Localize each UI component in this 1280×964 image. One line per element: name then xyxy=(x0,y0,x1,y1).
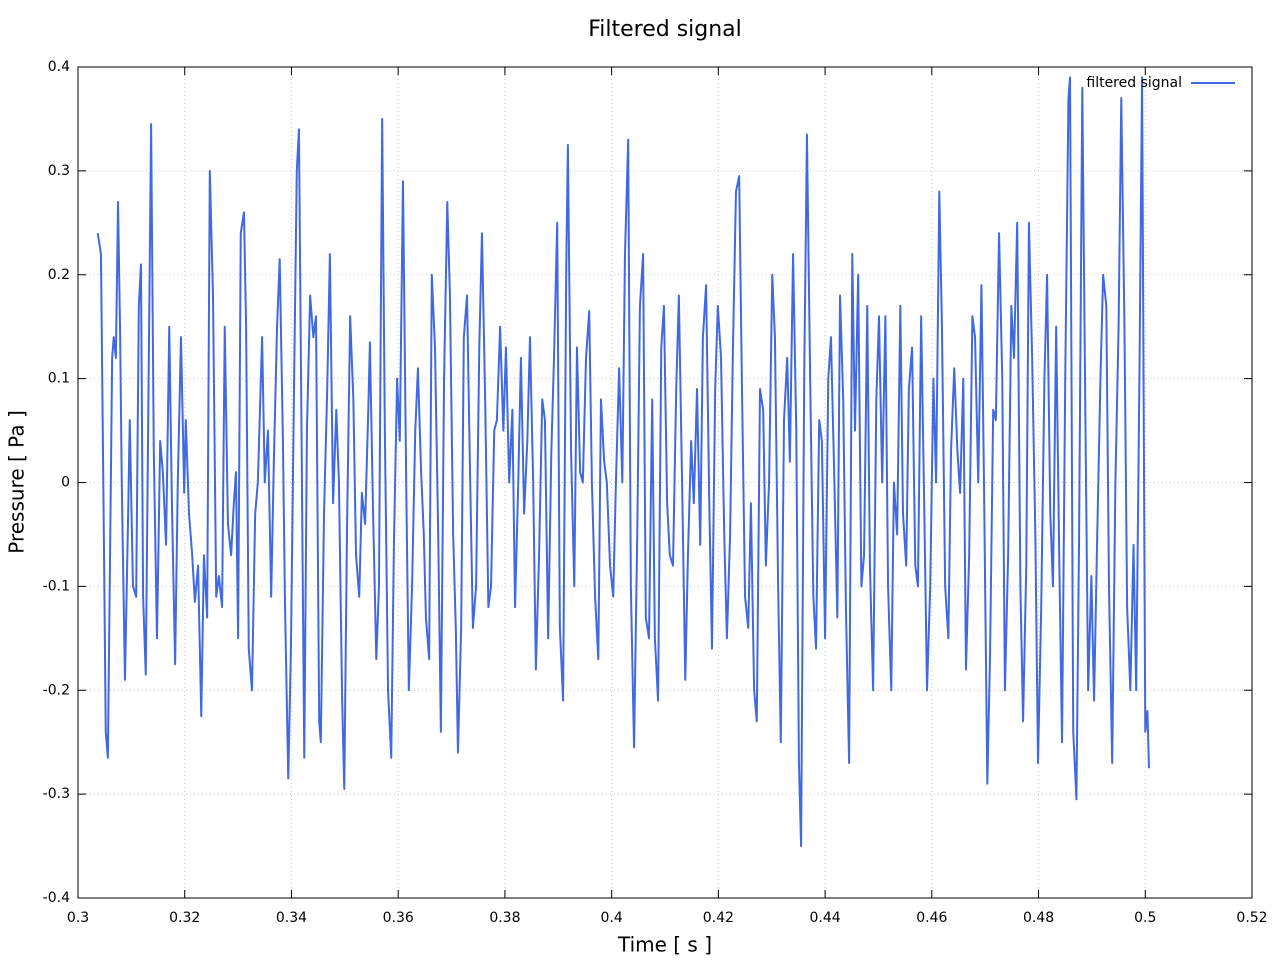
y-tick-label: 0.2 xyxy=(48,267,70,283)
x-tick-label: 0.34 xyxy=(276,910,307,926)
y-tick-label: 0.3 xyxy=(48,163,70,179)
plot-frame xyxy=(77,66,1253,899)
x-tick-label: 0.4 xyxy=(601,910,623,926)
legend-label: filtered signal xyxy=(1086,75,1182,91)
x-tick-label: 0.52 xyxy=(1236,910,1267,926)
x-tick-label: 0.48 xyxy=(1023,910,1054,926)
y-axis-label: Pressure [ Pa ] xyxy=(5,410,29,554)
y-tick-label: -0.4 xyxy=(43,890,70,906)
y-tick-label: -0.1 xyxy=(43,578,70,594)
x-axis-label: Time [ s ] xyxy=(617,933,712,957)
x-tick-label: 0.46 xyxy=(916,910,947,926)
x-tick-label: 0.44 xyxy=(810,910,841,926)
x-tick-label: 0.3 xyxy=(67,910,89,926)
x-tick-label: 0.42 xyxy=(703,910,734,926)
x-tick-label: 0.36 xyxy=(383,910,414,926)
data-line xyxy=(96,76,1151,848)
x-tick-label: 0.38 xyxy=(489,910,520,926)
y-tick-label: -0.3 xyxy=(43,786,70,802)
y-tick-label: -0.2 xyxy=(43,682,70,698)
chart-title: Filtered signal xyxy=(588,17,742,42)
y-tick-label: 0.4 xyxy=(48,59,70,75)
x-tick-label: 0.32 xyxy=(169,910,200,926)
y-tick-label: 0.1 xyxy=(48,371,70,387)
y-tick-label: 0 xyxy=(61,475,70,491)
x-tick-label: 0.5 xyxy=(1134,910,1156,926)
